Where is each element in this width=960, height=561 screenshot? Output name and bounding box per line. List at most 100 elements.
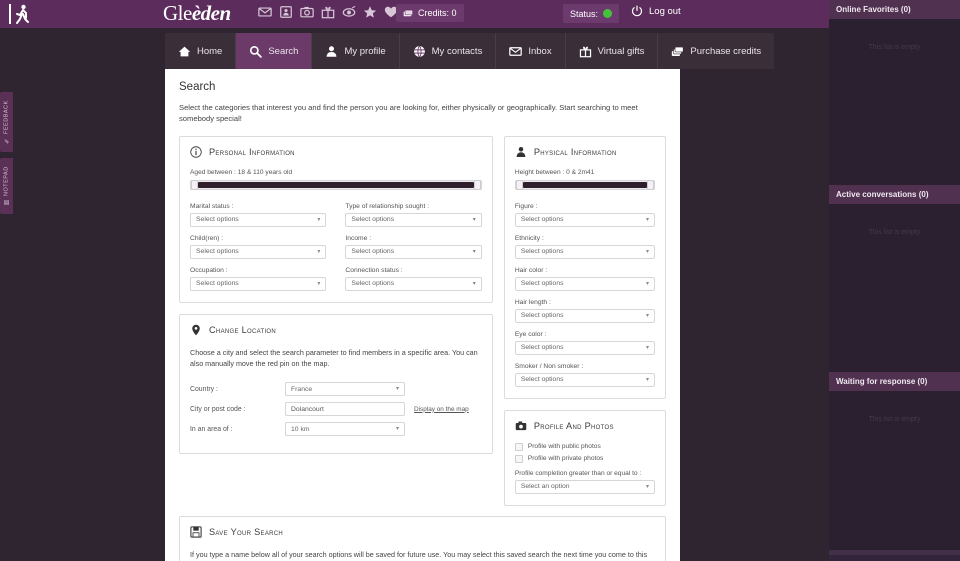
select-connection-status[interactable]: Select options ▾ xyxy=(345,276,482,291)
panel-header: Physical information xyxy=(515,146,655,158)
nav-label-purchase-credits: Purchase credits xyxy=(690,45,762,57)
home-icon xyxy=(178,46,191,56)
star-icon[interactable] xyxy=(363,5,377,19)
field-occupation: Occupation : Select options ▾ xyxy=(190,267,327,291)
select-relationship-type[interactable]: Select options ▾ xyxy=(345,212,482,227)
runner-logo[interactable] xyxy=(4,1,38,27)
brand-logo[interactable]: Gleèden xyxy=(163,1,231,26)
select-income[interactable]: Select options ▾ xyxy=(345,244,482,259)
select-smoker[interactable]: Select options ▾ xyxy=(514,372,655,387)
save-search-description: If you type a name below all of your sea… xyxy=(190,549,648,561)
gift-icon[interactable] xyxy=(321,5,335,19)
value-eye-color: Select options xyxy=(520,344,564,352)
field-marital-status: Marital status : Select options ▾ xyxy=(190,203,327,227)
chevron-updown-icon: ▾ xyxy=(317,248,321,255)
status-indicator[interactable]: Status: xyxy=(563,4,620,23)
select-area[interactable]: 10 km ▾ xyxy=(285,422,405,437)
panel-personal-information: Personal information Aged between : 18 &… xyxy=(179,135,493,303)
field-connection-status: Connection status : Select options ▾ xyxy=(345,267,482,291)
age-range-slider[interactable] xyxy=(190,179,482,190)
country-select-wrapper: France ▾ xyxy=(285,382,405,397)
nav-item-home[interactable]: Home xyxy=(165,33,237,69)
select-occupation[interactable]: Select options ▾ xyxy=(190,276,327,291)
height-slider-handle-max[interactable] xyxy=(647,179,654,190)
panel-profile-and-photos: Profile and photos Profile with public p… xyxy=(503,409,666,506)
chevron-updown-icon: ▾ xyxy=(395,386,399,393)
nav-item-my-contacts[interactable]: My contacts xyxy=(400,33,497,69)
label-children: Child(ren) : xyxy=(190,234,224,242)
logout-label: Log out xyxy=(649,5,681,17)
value-city: Dolancourt xyxy=(291,405,324,413)
wink-icon[interactable] xyxy=(342,5,356,19)
nav-item-virtual-gifts[interactable]: Virtual gifts xyxy=(566,33,659,69)
value-country: France xyxy=(291,385,313,393)
value-marital-status: Select options xyxy=(196,216,239,224)
select-ethnicity[interactable]: Select options ▾ xyxy=(514,244,655,259)
personal-fields-right: Type of relationship sought : Select opt… xyxy=(345,202,482,291)
nav-item-my-profile[interactable]: My profile xyxy=(312,33,400,69)
nav-item-inbox[interactable]: Inbox xyxy=(496,33,566,69)
brand-text-pre: Gle xyxy=(163,1,192,25)
field-smoker: Smoker / Non smoker : Select options ▾ xyxy=(514,363,655,387)
envelope-icon xyxy=(509,46,523,56)
notepad-tab[interactable]: ▤ NOTEPAD xyxy=(0,158,13,214)
checkbox-box[interactable] xyxy=(514,454,523,463)
select-marital-status[interactable]: Select options ▾ xyxy=(190,212,327,227)
nav-item-purchase-credits[interactable]: Purchase credits xyxy=(658,33,774,69)
chevron-updown-icon: ▾ xyxy=(645,248,649,255)
display-on-map-link[interactable]: Display on the map xyxy=(414,405,469,413)
panel-header: Save your search xyxy=(190,526,655,538)
checkbox-box[interactable] xyxy=(514,442,523,451)
field-figure: Figure : Select options ▾ xyxy=(514,202,655,227)
age-slider-handle-min[interactable] xyxy=(191,179,198,190)
camera-icon xyxy=(515,421,527,430)
coins-icon xyxy=(403,9,413,16)
header-icon-bar xyxy=(258,5,398,19)
sidebar-header-waiting-for-response[interactable]: Waiting for response (0) xyxy=(829,372,960,391)
camera-icon[interactable] xyxy=(300,5,314,19)
checkbox-public-photos[interactable]: Profile with public photos xyxy=(514,442,655,451)
chevron-updown-icon: ▾ xyxy=(317,216,321,223)
field-income: Income : Select options ▾ xyxy=(345,235,482,259)
value-hair-color: Select options xyxy=(520,280,564,288)
chevron-updown-icon: ▾ xyxy=(395,426,399,433)
label-country: Country : xyxy=(190,385,218,393)
sidebar-header-online-favorites[interactable]: Online Favorites (0) xyxy=(829,0,960,19)
chevron-updown-icon: ▾ xyxy=(472,280,476,287)
nav-item-search[interactable]: Search xyxy=(236,33,313,69)
nav-label-my-contacts: My contacts xyxy=(431,45,483,57)
label-eye-color: Eye color : xyxy=(514,330,547,338)
envelope-icon[interactable] xyxy=(258,5,272,19)
select-children[interactable]: Select options ▾ xyxy=(190,244,327,259)
feedback-tab[interactable]: ✎ FEEDBACK xyxy=(0,92,13,152)
select-eye-color[interactable]: Select options ▾ xyxy=(514,340,655,355)
logout-button[interactable]: Log out xyxy=(631,5,681,17)
user-icon xyxy=(327,45,337,57)
label-figure: Figure : xyxy=(514,202,538,210)
checkbox-private-photos[interactable]: Profile with private photos xyxy=(514,454,655,463)
age-slider-handle-max[interactable] xyxy=(473,179,481,190)
select-country[interactable]: France ▾ xyxy=(285,382,405,397)
height-range-slider[interactable] xyxy=(514,179,655,190)
select-hair-length[interactable]: Select options ▾ xyxy=(514,308,655,323)
chevron-updown-icon: ▾ xyxy=(645,344,649,351)
heart-icon[interactable] xyxy=(384,5,398,19)
input-city[interactable]: Dolancourt xyxy=(285,402,405,417)
label-relationship-type: Type of relationship sought : xyxy=(345,202,430,210)
credits-badge[interactable]: Credits: 0 xyxy=(396,4,464,22)
sidebar-header-active-conversations[interactable]: Active conversations (0) xyxy=(829,185,960,204)
contact-card-icon[interactable] xyxy=(279,5,293,19)
power-icon xyxy=(631,5,643,17)
select-hair-color[interactable]: Select options ▾ xyxy=(514,276,655,291)
field-relationship-type: Type of relationship sought : Select opt… xyxy=(345,202,482,227)
field-hair-length: Hair length : Select options ▾ xyxy=(514,299,655,323)
select-figure[interactable]: Select options ▾ xyxy=(514,212,655,227)
sidebar-footer-bar[interactable] xyxy=(829,550,960,561)
select-profile-completion[interactable]: Select an option ▾ xyxy=(514,479,655,494)
panel-header: Personal information xyxy=(190,146,482,158)
sidebar-footer-inner xyxy=(829,555,960,561)
top-header-bar: Gleèden xyxy=(0,0,829,28)
location-description: Choose a city and select the search para… xyxy=(190,347,478,368)
height-slider-handle-min[interactable] xyxy=(515,179,523,190)
credits-label: Credits: 0 xyxy=(418,8,457,18)
